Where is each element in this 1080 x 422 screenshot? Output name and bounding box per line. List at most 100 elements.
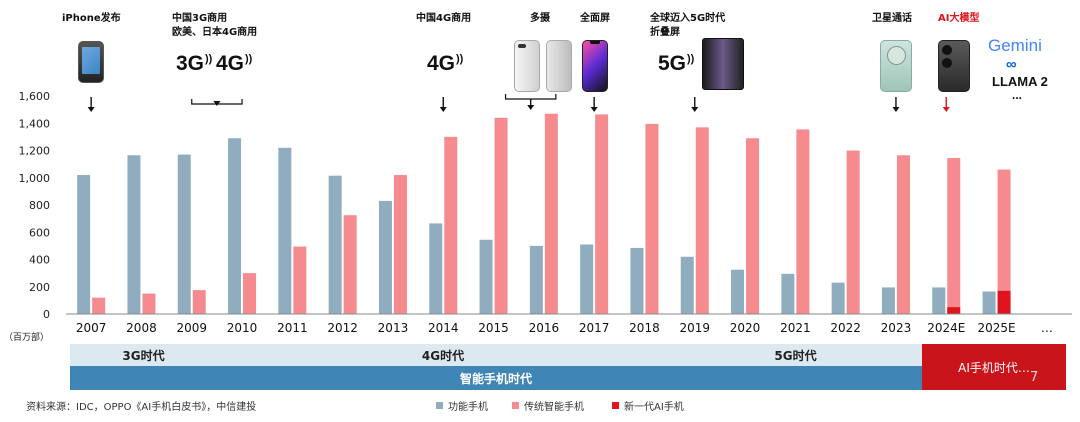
x-tick-label: 2022: [830, 321, 861, 335]
bar-smartphone: [494, 117, 508, 314]
bar-smartphone: [444, 136, 458, 314]
x-tick-label: 2018: [629, 321, 660, 335]
y-tick-label: 1,000: [19, 172, 51, 185]
y-tick-label: 1,400: [19, 117, 51, 130]
annotation-global-5g-line1: 全球迈入5G时代: [650, 13, 726, 24]
bar-smartphone: [293, 246, 307, 314]
ai-phone-icon: [938, 40, 970, 92]
x-tick-label: 2016: [529, 321, 560, 335]
multicam-phone-back-icon: [514, 40, 540, 92]
badge-5g-icon: 5G)): [658, 52, 695, 75]
llama2-logo: LLAMA 2: [992, 74, 1048, 89]
x-tick-label: 2019: [679, 321, 710, 335]
bar-smartphone: [142, 293, 156, 314]
arrow-satellite-head: [892, 107, 900, 112]
iphone-image-icon: [78, 41, 104, 83]
bar-feature-phone: [378, 200, 392, 314]
y-tick-label: 0: [43, 308, 50, 321]
legend-ai-phone: 新一代AI手机: [612, 398, 684, 413]
x-tick-label: 2007: [76, 321, 107, 335]
bar-smartphone: [192, 290, 206, 314]
bar-smartphone: [645, 123, 659, 315]
era-ai-phone: AI手机时代…: [922, 344, 1066, 390]
bar-smartphone: [746, 138, 760, 314]
annotation-china-3g-line1: 中国3G商用: [172, 13, 228, 24]
bar-feature-phone: [680, 256, 694, 314]
annotation-global-5g-line2: 折叠屏: [650, 27, 680, 38]
bar-feature-phone: [881, 287, 895, 314]
arrow-3g-4g-head: [213, 101, 221, 106]
x-tick-label: 2013: [378, 321, 409, 335]
annotation-china-4g: 中国4G商用: [416, 13, 472, 24]
bar-feature-phone: [932, 287, 946, 314]
bar-feature-phone: [328, 175, 342, 314]
x-tick-label: 2008: [126, 321, 157, 335]
bar-smartphone: [997, 169, 1011, 314]
bar-feature-phone: [580, 244, 594, 314]
bar-feature-phone: [429, 223, 443, 314]
bar-smartphone: [796, 129, 810, 314]
era-3g: 3G时代: [70, 344, 217, 366]
bar-smartphone: [544, 113, 558, 315]
arrow-iphone-head: [87, 107, 95, 112]
y-tick-label: 1,600: [19, 90, 51, 103]
y-tick-label: 1,200: [19, 145, 51, 158]
bar-feature-phone: [982, 291, 996, 314]
legend-label-ai: 新一代AI手机: [624, 402, 684, 413]
x-tick-label: 2023: [881, 321, 912, 335]
bar-feature-phone: [228, 138, 242, 314]
more-models-ellipsis: ...: [1012, 88, 1023, 102]
x-tick-label: 2025E: [977, 321, 1015, 335]
x-tick-label: 2009: [176, 321, 207, 335]
bar-feature-phone: [831, 282, 845, 314]
bar-smartphone: [896, 155, 910, 314]
bar-smartphone: [92, 297, 106, 314]
legend-swatch-ai: [612, 402, 619, 409]
bar-ai-phone: [947, 307, 961, 314]
legend-swatch-smart: [512, 402, 519, 409]
legend-feature-phone: 功能手机: [436, 398, 488, 413]
x-tick-label: 2010: [227, 321, 258, 335]
y-tick-label: 800: [29, 199, 50, 212]
bar-feature-phone: [630, 247, 644, 314]
fullscreen-phone-icon: [582, 40, 608, 92]
bar-ai-phone: [997, 290, 1011, 314]
x-tick-label: 2014: [428, 321, 459, 335]
bar-feature-phone: [479, 239, 493, 314]
arrow-multicam-head: [527, 105, 535, 110]
badge-4g-icon: 4G)): [216, 52, 253, 75]
annotation-multicam: 多摄: [530, 13, 550, 24]
multicam-phone-side-icon: [546, 40, 572, 92]
y-tick-label: 200: [29, 281, 50, 294]
arrow-fullscreen-head: [590, 107, 598, 112]
era-ai-phone-label: AI手机时代…: [958, 360, 1030, 375]
arrow-global-5g-head: [691, 107, 699, 112]
bar-smartphone: [243, 273, 257, 314]
x-tick-label: 2011: [277, 321, 308, 335]
bar-smartphone: [343, 215, 357, 314]
bar-feature-phone: [127, 155, 141, 314]
badge-3g-icon: 3G)): [176, 52, 213, 75]
gemini-logo: Gemini: [988, 36, 1042, 55]
bar-feature-phone: [529, 245, 543, 314]
x-tick-label: 2017: [579, 321, 610, 335]
bracket-multicam: [504, 94, 557, 100]
legend-smartphone: 传统智能手机: [512, 398, 584, 413]
x-tick-label: 2015: [478, 321, 509, 335]
arrow-china-4g-head: [439, 107, 447, 112]
era-5g: 5G时代: [669, 344, 922, 366]
annotation-satellite: 卫星通话: [872, 13, 912, 24]
bar-feature-phone: [77, 175, 91, 314]
legend-label-smart: 传统智能手机: [524, 402, 584, 413]
bar-feature-phone: [177, 154, 191, 314]
bar-feature-phone: [278, 147, 292, 314]
legend-swatch-feature: [436, 402, 443, 409]
meta-logo-icon: ∞: [1006, 56, 1017, 73]
annotation-fullscreen: 全面屏: [580, 13, 610, 24]
bar-smartphone: [947, 157, 961, 314]
source-note: 资料来源：IDC，OPPO《AI手机白皮书》，中信建投: [26, 402, 257, 413]
y-unit-label: （百万部）: [4, 331, 49, 343]
bar-smartphone: [695, 127, 709, 315]
bar-smartphone: [393, 175, 407, 314]
